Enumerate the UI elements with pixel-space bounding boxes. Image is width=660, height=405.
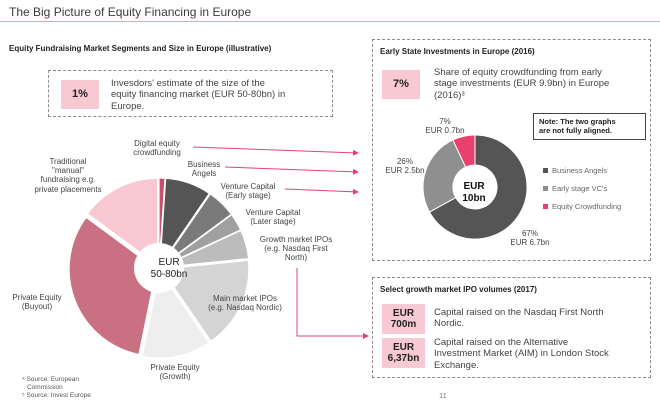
pie-center-disc bbox=[134, 243, 184, 293]
pie-slice-business-angels bbox=[159, 177, 210, 267]
alignment-note: Note: The two graphs are not fully align… bbox=[533, 113, 646, 140]
donut-hole bbox=[454, 166, 496, 208]
early-stage-heading: Early State Investments in Europe (2016) bbox=[380, 47, 535, 56]
pie-center-label: EUR 50-80bn bbox=[150, 257, 188, 280]
nasdaq-amount-badge: EUR 700m bbox=[382, 304, 425, 334]
label-vc-early-stage: Venture Capital (Early stage) bbox=[220, 182, 276, 201]
label-vc-later-stage: Venture Capital (Later stage) bbox=[245, 208, 301, 227]
aim-amount-text: Capital raised on the Alternative Invest… bbox=[434, 337, 609, 371]
pie-slice-growth-market-ipos bbox=[161, 229, 250, 268]
label-angels-slice: 67% EUR 6.7bn bbox=[510, 229, 550, 248]
arrow-crowdfunding bbox=[192, 146, 359, 156]
label-private-equity-growth: Private Equity (Growth) bbox=[150, 363, 200, 382]
label-crowdfunding-slice: 7% EUR 0.7bn bbox=[425, 117, 465, 136]
legend-swatch bbox=[543, 168, 548, 173]
pie-slice-early-stage-vc-s bbox=[422, 139, 467, 213]
pie-slice-equity-crowdfunding bbox=[452, 134, 476, 168]
legend-equity-crowdfunding: Equity Crowdfunding bbox=[543, 202, 621, 211]
label-vc-slice: 26% EUR 2.5bn bbox=[385, 157, 425, 176]
donut-center-label: EUR 10bn bbox=[462, 181, 486, 204]
pie-slice-venture-capital-later-stage bbox=[161, 214, 242, 267]
label-growth-market-ipos: Growth market IPOs (e.g. Nasdaq First No… bbox=[259, 235, 333, 263]
left-panel-heading: Equity Fundraising Market Segments and S… bbox=[9, 44, 272, 53]
label-private-equity-buyout: Private Equity (Buyout) bbox=[12, 293, 62, 312]
legend-early-stage-vc: Early stage VC's bbox=[543, 184, 607, 193]
early-stage-panel bbox=[372, 39, 651, 261]
legend-swatch bbox=[543, 204, 548, 209]
arrow-business-angels bbox=[224, 166, 359, 175]
label-main-market-ipos: Main market IPOs (e.g. Nasdaq Nordic) bbox=[208, 294, 282, 313]
pie-slice-business-angels bbox=[428, 134, 528, 240]
label-business-angels: Business Angels bbox=[187, 160, 221, 179]
ipo-volumes-panel bbox=[372, 277, 651, 378]
crowdfunding-share-badge: 7% bbox=[382, 70, 420, 99]
pie-slice-main-market-ipos bbox=[160, 260, 250, 342]
label-digital-equity-crowdfunding: Digital equity crowdfunding bbox=[133, 139, 181, 158]
legend-swatch bbox=[543, 186, 548, 191]
legend-business-angels: Business Angels bbox=[543, 166, 607, 175]
ipo-volumes-heading: Select growth market IPO volumes (2017) bbox=[380, 285, 537, 294]
pie-slice-private-equity-buyout bbox=[68, 216, 157, 355]
arrow-growth-ipos bbox=[296, 268, 369, 339]
title-divider bbox=[0, 21, 660, 22]
page-number: 11 bbox=[439, 391, 447, 400]
arrow-venture-capital bbox=[284, 188, 359, 195]
nasdaq-amount-text: Capital raised on the Nasdaq First North… bbox=[434, 307, 604, 330]
market-estimate-box bbox=[48, 70, 333, 117]
footnotes: ⁴ Source: European Commission ⁵ Source: … bbox=[22, 376, 91, 399]
page-title: The Big Picture of Equity Financing in E… bbox=[9, 5, 252, 19]
aim-amount-badge: EUR 6,37bn bbox=[382, 338, 425, 368]
estimate-text: Invesdors' estimate of the size of the e… bbox=[111, 78, 286, 112]
estimate-badge: 1% bbox=[61, 80, 99, 109]
pie-slice-venture-capital-early-stage bbox=[160, 193, 232, 267]
pie-slice-traditional-manual-fundraising bbox=[86, 177, 159, 267]
crowdfunding-share-text: Share of equity crowdfunding from early … bbox=[434, 67, 610, 101]
label-traditional-fundraising: Traditional "manual" fundraising e.g. pr… bbox=[34, 157, 102, 194]
